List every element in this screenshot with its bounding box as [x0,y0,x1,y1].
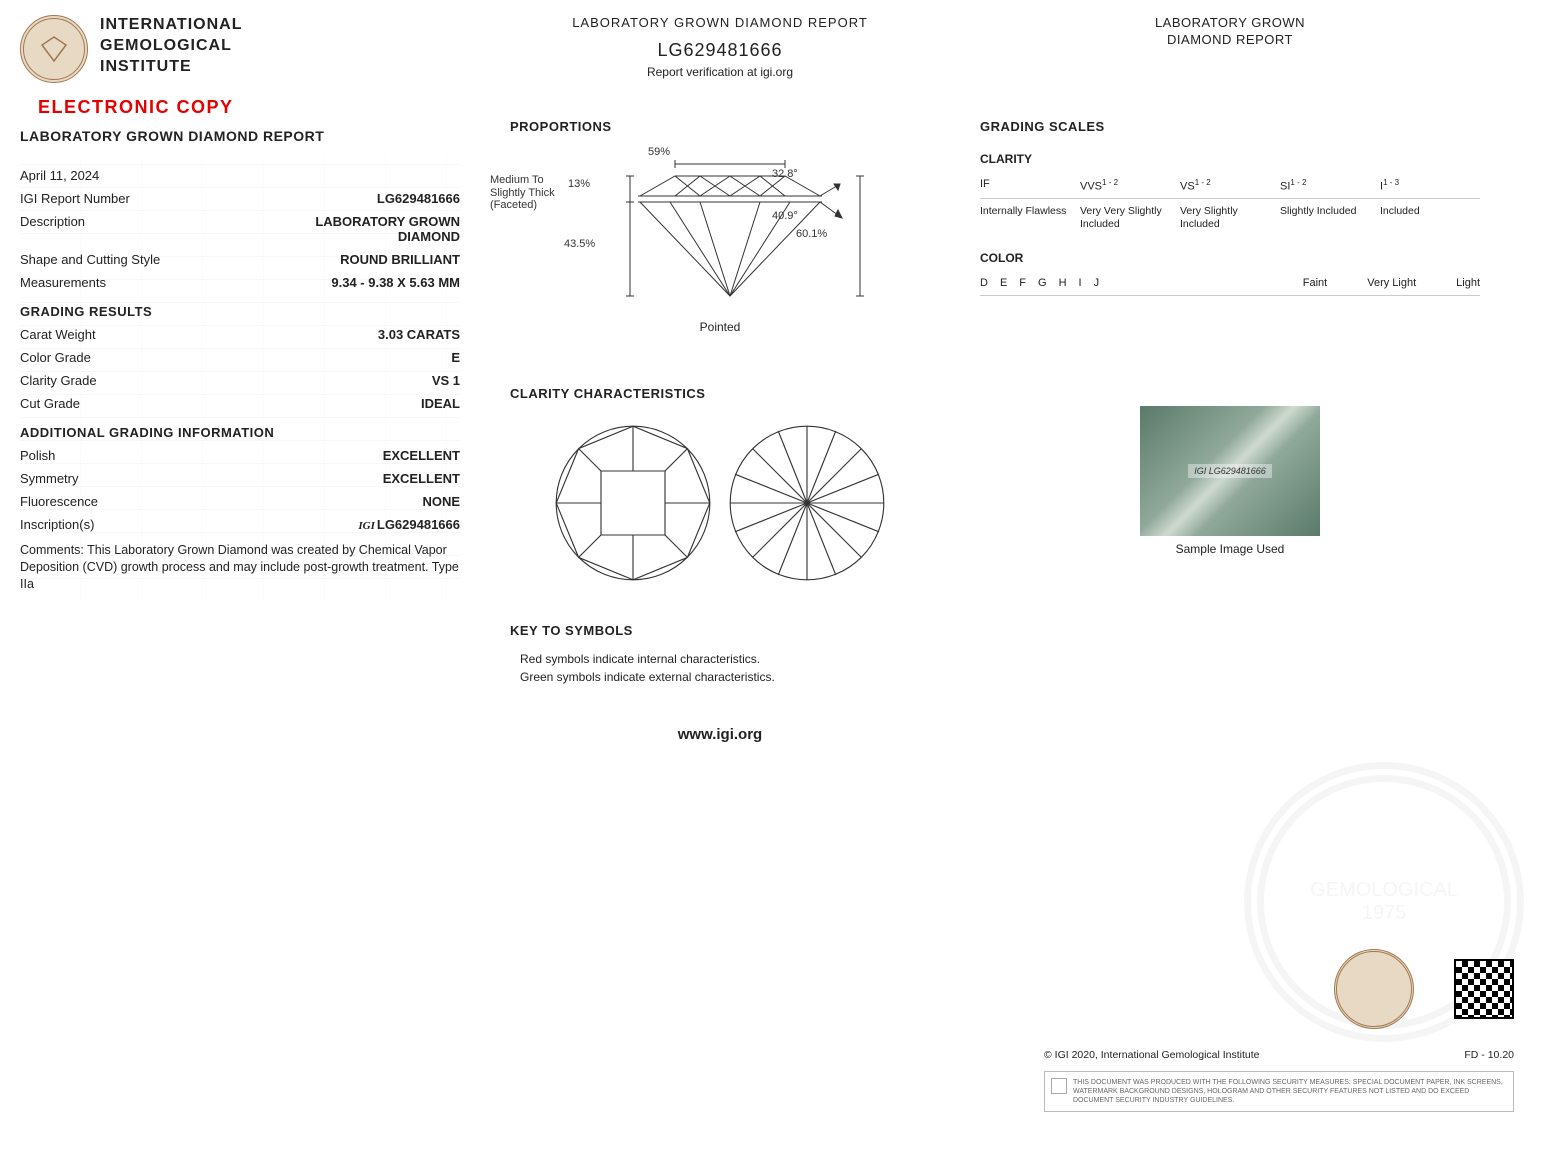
mid-title: LABORATORY GROWN DIAMOND REPORT [490,15,950,30]
carat-value: 3.03 CARATS [378,327,460,342]
polish-value: EXCELLENT [383,448,460,463]
report-no-value: LG629481666 [377,191,460,206]
crown-angle: 32.8° [772,168,798,180]
footer-seal-icon [1334,949,1414,1029]
grading-data-box: April 11, 2024 IGI Report Number LG629481… [20,156,460,601]
description-label: Description [20,214,85,244]
description-value: LABORATORY GROWN DIAMOND [260,214,460,244]
proportions-header: PROPORTIONS [510,119,950,134]
form-code: FD - 10.20 [1464,1049,1514,1061]
institute-name: INTERNATIONAL GEMOLOGICAL INSTITUTE [100,15,242,83]
crown-height: 13% [568,178,590,190]
right-title: LABORATORY GROWNDIAMOND REPORT [980,15,1480,49]
inscription-value: IGILG629481666 [358,517,460,532]
left-header: INTERNATIONAL GEMOLOGICAL INSTITUTE [20,15,460,83]
electronic-copy-label: ELECTRONIC COPY [38,97,460,118]
mid-verification-text: Report verification at igi.org [490,65,950,79]
inscription-label: Inscription(s) [20,517,94,532]
table-pct: 59% [648,146,670,158]
clarity-scale-codes: IF VVS1 - 2 VS1 - 2 SI1 - 2 I1 - 3 [980,174,1480,200]
qr-code-icon [1454,959,1514,1019]
report-date: April 11, 2024 [20,168,99,183]
clarity-scale-descriptions: Internally Flawless Very Very Slightly I… [980,205,1480,230]
pavilion-angle: 40.9° [772,210,798,222]
color-scale-title: COLOR [980,251,1480,265]
shape-label: Shape and Cutting Style [20,252,160,267]
total-depth: 60.1% [796,228,827,240]
colorgrade-label: Color Grade [20,350,91,365]
polish-label: Polish [20,448,55,463]
sample-inscription-text: IGI LG629481666 [1188,464,1272,478]
grading-results-header: GRADING RESULTS [20,304,460,319]
cutgrade-label: Cut Grade [20,396,80,411]
symmetry-label: Symmetry [20,471,79,486]
measure-label: Measurements [20,275,106,290]
report-no-label: IGI Report Number [20,191,130,206]
symmetry-value: EXCELLENT [383,471,460,486]
key-symbols-header: KEY TO SYMBOLS [510,623,950,638]
website-url: www.igi.org [490,726,950,743]
comments-text: Comments: This Laboratory Grown Diamond … [20,542,460,593]
grading-scales-header: GRADING SCALES [980,119,1480,134]
culet-label: Pointed [490,320,950,334]
pavilion-diagram-icon [727,423,887,583]
sample-caption: Sample Image Used [980,542,1480,556]
fluor-label: Fluorescence [20,494,98,509]
pavilion-depth: 43.5% [564,238,595,250]
mid-report-number: LG629481666 [490,40,950,61]
clarity-char-header: CLARITY CHARACTERISTICS [510,386,950,401]
carat-label: Carat Weight [20,327,96,342]
cutgrade-value: IDEAL [421,396,460,411]
fluor-value: NONE [422,494,460,509]
institute-line2: GEMOLOGICAL [100,36,242,57]
shape-value: ROUND BRILLIANT [340,252,460,267]
institute-line3: INSTITUTE [100,57,242,78]
security-disclaimer: THIS DOCUMENT WAS PRODUCED WITH THE FOLL… [1044,1071,1514,1112]
crown-diagram-icon [553,423,713,583]
color-scale-row: D E F G H I J Faint Very Light Light [980,273,1480,296]
clarity-diagrams [490,423,950,583]
measure-value: 9.34 - 9.38 X 5.63 MM [331,275,460,290]
proportions-diagram: Medium To Slightly Thick (Faceted) 59% 1… [490,146,950,346]
key-text-green: Green symbols indicate external characte… [520,668,950,686]
colorgrade-value: E [451,350,460,365]
claritygrade-value: VS 1 [432,373,460,388]
sample-image: IGI LG629481666 [1140,406,1320,536]
addl-header: ADDITIONAL GRADING INFORMATION [20,425,460,440]
report-title-left: LABORATORY GROWN DIAMOND REPORT [20,128,460,144]
key-text-red: Red symbols indicate internal characteri… [520,650,950,668]
clarity-scale-title: CLARITY [980,152,1480,166]
institute-line1: INTERNATIONAL [100,15,242,36]
igi-seal-icon [20,15,88,83]
copyright-text: © IGI 2020, International Gemological In… [1044,1049,1260,1061]
claritygrade-label: Clarity Grade [20,373,97,388]
girdle-label: Medium To Slightly Thick (Faceted) [490,174,560,212]
